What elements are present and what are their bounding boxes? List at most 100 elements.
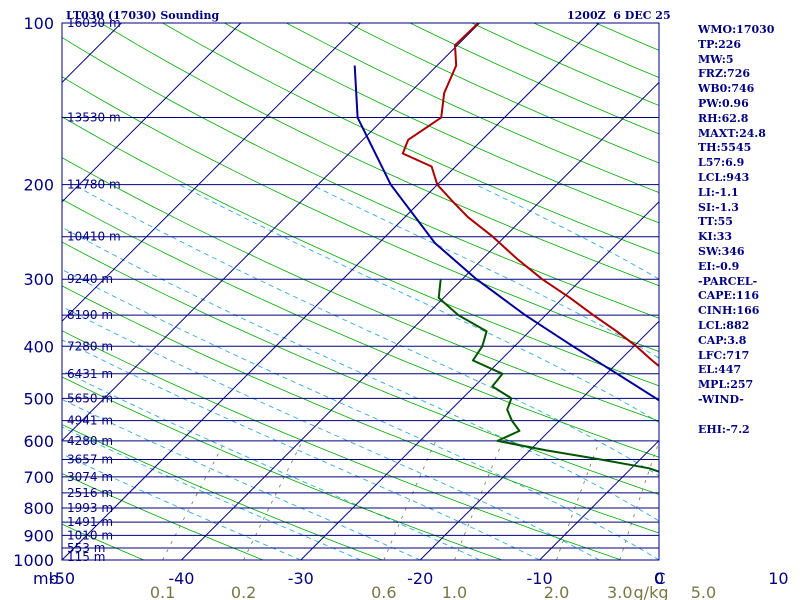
moist-adiabat-15 <box>179 184 659 423</box>
moist-adiabat--25 <box>62 426 361 560</box>
index-item: CAPE:116 <box>698 289 759 303</box>
title-left: LT030 (17030) Sounding <box>66 9 219 22</box>
pressure-label-200: 200 <box>23 176 54 195</box>
isotherm--40 <box>181 81 659 560</box>
title-right: 1200Z 6 DEC 25 <box>567 9 671 22</box>
temp-label--10: -10 <box>527 569 553 588</box>
index-item: EI:-0.9 <box>698 259 740 273</box>
height-label-750: 2516 m <box>67 486 113 500</box>
isotherm--80 <box>62 23 242 203</box>
pressure-label-800: 800 <box>23 499 54 518</box>
pressure-label-600: 600 <box>23 432 54 451</box>
mixing-ratio-line-0.1 <box>162 440 226 560</box>
index-item: LI:-1.1 <box>698 185 739 199</box>
index-item: MAXT:24.8 <box>698 126 766 140</box>
height-label-250: 10410 m <box>67 230 121 244</box>
index-item: TP:226 <box>698 37 742 51</box>
index-item: MPL:257 <box>698 378 754 392</box>
index-item: SW:346 <box>698 244 745 258</box>
index-item: CINH:166 <box>698 304 760 318</box>
index-item: WB0:746 <box>698 82 755 96</box>
mixing-ratio-label-0.2: 0.2 <box>231 583 256 600</box>
height-label-350: 8190 m <box>67 308 113 322</box>
mixing-ratio-line-5 <box>703 441 738 560</box>
moist-adiabat-5 <box>62 226 659 522</box>
height-label-300: 9240 m <box>67 272 113 286</box>
mixing-ratio-label-0.1: 0.1 <box>150 583 175 600</box>
temp-label-0: 0 <box>654 569 664 588</box>
pressure-label-1000: 1000 <box>13 551 54 570</box>
height-label-450: 6431 m <box>67 367 113 381</box>
height-label-500: 5650 m <box>67 391 113 405</box>
isotherm--30 <box>300 201 659 560</box>
pressure-unit-label: mb <box>33 569 59 588</box>
temp-label--50: -50 <box>49 569 75 588</box>
moist-adiabat--5 <box>62 306 600 560</box>
temp-label-C: C <box>654 569 665 588</box>
height-label-700: 3074 m <box>67 470 113 484</box>
index-item: LFC:717 <box>698 348 750 362</box>
moist-adiabat--20 <box>62 398 421 560</box>
index-item: LCL:882 <box>698 318 750 332</box>
moist-adiabat--15 <box>62 370 481 560</box>
temperature-profile <box>401 23 659 368</box>
index-item: TH:5545 <box>698 141 752 155</box>
index-item: PW:0.96 <box>698 96 749 110</box>
mixing-ratio-label-g/kg: g/kg <box>634 583 669 600</box>
height-label-400: 7280 m <box>67 339 113 353</box>
isotherm--20 <box>419 320 659 560</box>
index-item: KI:33 <box>698 230 733 244</box>
index-item: L57:6.9 <box>698 156 745 170</box>
index-item: TT:55 <box>698 215 733 229</box>
height-label-900: 1010 m <box>67 528 113 542</box>
height-label-200: 11780 m <box>67 178 121 192</box>
index-item: MW:5 <box>698 52 734 66</box>
height-label-600: 4280 m <box>67 434 113 448</box>
height-label-1000: 115 m <box>67 550 105 564</box>
mixing-ratio-label-2.0: 2.0 <box>544 583 569 600</box>
index-item: EL:447 <box>698 363 742 377</box>
mixing-ratio-label-1.0: 1.0 <box>442 583 467 600</box>
temp-label--20: -20 <box>407 569 433 588</box>
isotherm--50 <box>62 23 600 560</box>
pressure-label-400: 400 <box>23 337 54 356</box>
temp-label-10: 10 <box>768 569 788 588</box>
height-label-100: 16030 m <box>67 16 121 30</box>
isotherm--10 <box>539 439 659 560</box>
isotherm--70 <box>62 23 361 322</box>
pressure-label-300: 300 <box>23 270 54 289</box>
index-item: WMO:17030 <box>698 23 775 36</box>
index-item: -WIND- <box>698 392 744 406</box>
height-label-850: 1491 m <box>67 515 113 529</box>
index-item: RH:62.8 <box>698 111 749 125</box>
mixing-ratio-label-3.0: 3.0 <box>607 583 632 600</box>
dewpoint-profile <box>437 279 659 473</box>
index-item: EHI:-7.2 <box>698 422 750 436</box>
index-item: SI:-1.3 <box>698 200 739 214</box>
stability-indices-panel: WMO:17030 TP:226 MW:5 FRZ:726 WB0:746 PW:0.96… <box>698 23 798 437</box>
height-label-550: 4941 m <box>67 414 113 428</box>
index-item <box>698 408 798 423</box>
index-item: -PARCEL- <box>698 274 758 288</box>
index-item: LCL:943 <box>698 170 750 184</box>
mixing-ratio-label-5.0: 5.0 <box>691 583 716 600</box>
height-label-950: 553 m <box>67 541 105 555</box>
index-item: FRZ:726 <box>698 67 751 81</box>
temp-label--40: -40 <box>168 569 194 588</box>
temp-label--30: -30 <box>288 569 314 588</box>
plot-frame <box>61 22 660 561</box>
mixing-ratio-label-0.6: 0.6 <box>371 583 396 600</box>
isotherm--60 <box>62 23 480 442</box>
index-item: CAP:3.8 <box>698 333 747 347</box>
pressure-label-900: 900 <box>23 526 54 545</box>
parcel-path <box>353 65 659 402</box>
isotherm--100 <box>0 23 2 560</box>
pressure-label-700: 700 <box>23 468 54 487</box>
height-label-650: 3657 m <box>67 453 113 467</box>
pressure-label-500: 500 <box>23 389 54 408</box>
pressure-label-100: 100 <box>23 14 54 33</box>
height-label-150: 13530 m <box>67 111 121 125</box>
height-label-800: 1993 m <box>67 501 113 515</box>
moist-adiabat--30 <box>62 453 301 560</box>
